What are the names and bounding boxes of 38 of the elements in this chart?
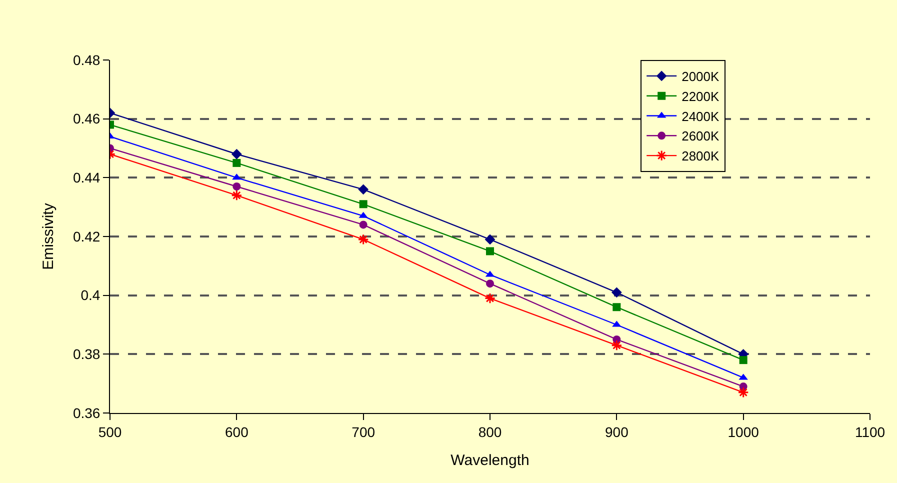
legend-label: 2600K — [682, 128, 720, 144]
x-tick-label: 600 — [224, 424, 249, 440]
point — [486, 247, 494, 256]
point — [231, 190, 242, 201]
point — [611, 340, 622, 351]
x-tick-label: 1100 — [854, 424, 886, 440]
point — [232, 182, 241, 190]
point — [484, 234, 496, 245]
y-tick-label: 0.38 — [72, 346, 100, 362]
point — [484, 292, 496, 304]
point — [359, 220, 368, 229]
legend-label: 2000K — [682, 69, 720, 84]
point — [358, 234, 369, 245]
x-tick-label: 1000 — [728, 424, 760, 440]
x-tick-label: 500 — [98, 424, 122, 440]
point — [738, 386, 749, 398]
legend-label: 2400K — [682, 108, 720, 124]
point — [486, 280, 494, 288]
point — [358, 184, 369, 195]
x-tick-label: 800 — [478, 424, 502, 440]
point — [612, 303, 621, 312]
legend-label: 2200K — [682, 88, 720, 104]
y-tick-label: 0.44 — [72, 170, 100, 186]
x-axis-title: Wavelength — [450, 452, 530, 469]
y-axis-title: Emissivity — [40, 202, 58, 270]
point — [232, 158, 241, 167]
y-tick-label: 0.4 — [80, 287, 100, 304]
y-tick-label: 0.42 — [72, 228, 100, 244]
y-tick-label: 0.46 — [72, 110, 100, 127]
legend-label: 2800K — [682, 148, 720, 164]
point — [739, 356, 748, 364]
point — [231, 148, 242, 160]
y-tick-label: 0.48 — [72, 52, 100, 68]
point — [611, 287, 622, 298]
x-tick-label: 700 — [352, 424, 376, 440]
y-tick-label: 0.36 — [72, 404, 100, 421]
x-tick-label: 900 — [604, 424, 629, 440]
point — [359, 200, 368, 208]
